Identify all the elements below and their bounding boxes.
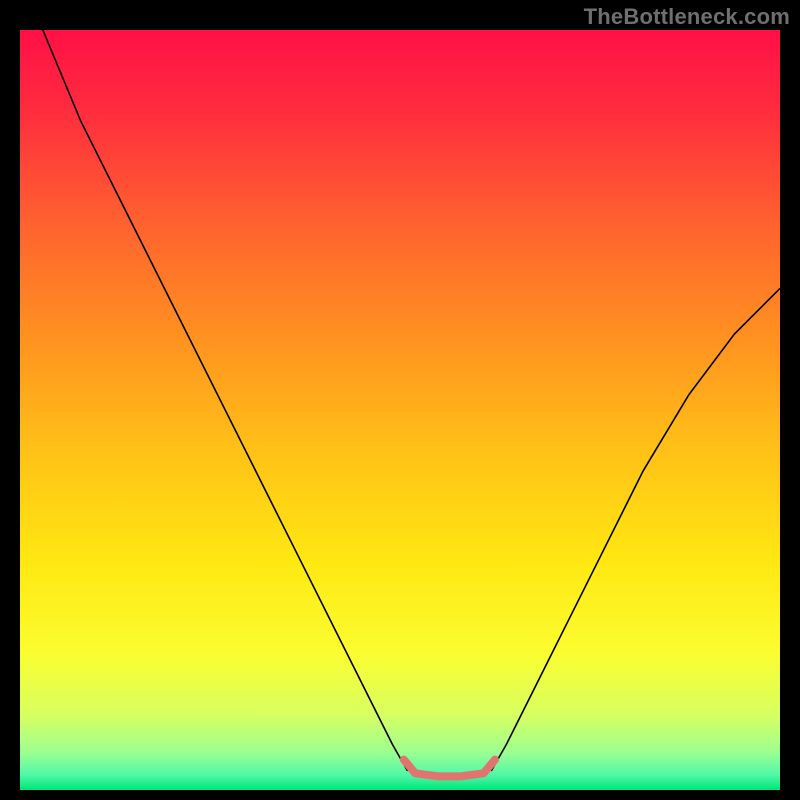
watermark-text: TheBottleneck.com — [584, 4, 790, 30]
plot-area — [20, 30, 780, 790]
chart-frame: TheBottleneck.com — [0, 0, 800, 800]
gradient-background — [20, 30, 780, 790]
bottleneck-curve-chart — [20, 30, 780, 790]
